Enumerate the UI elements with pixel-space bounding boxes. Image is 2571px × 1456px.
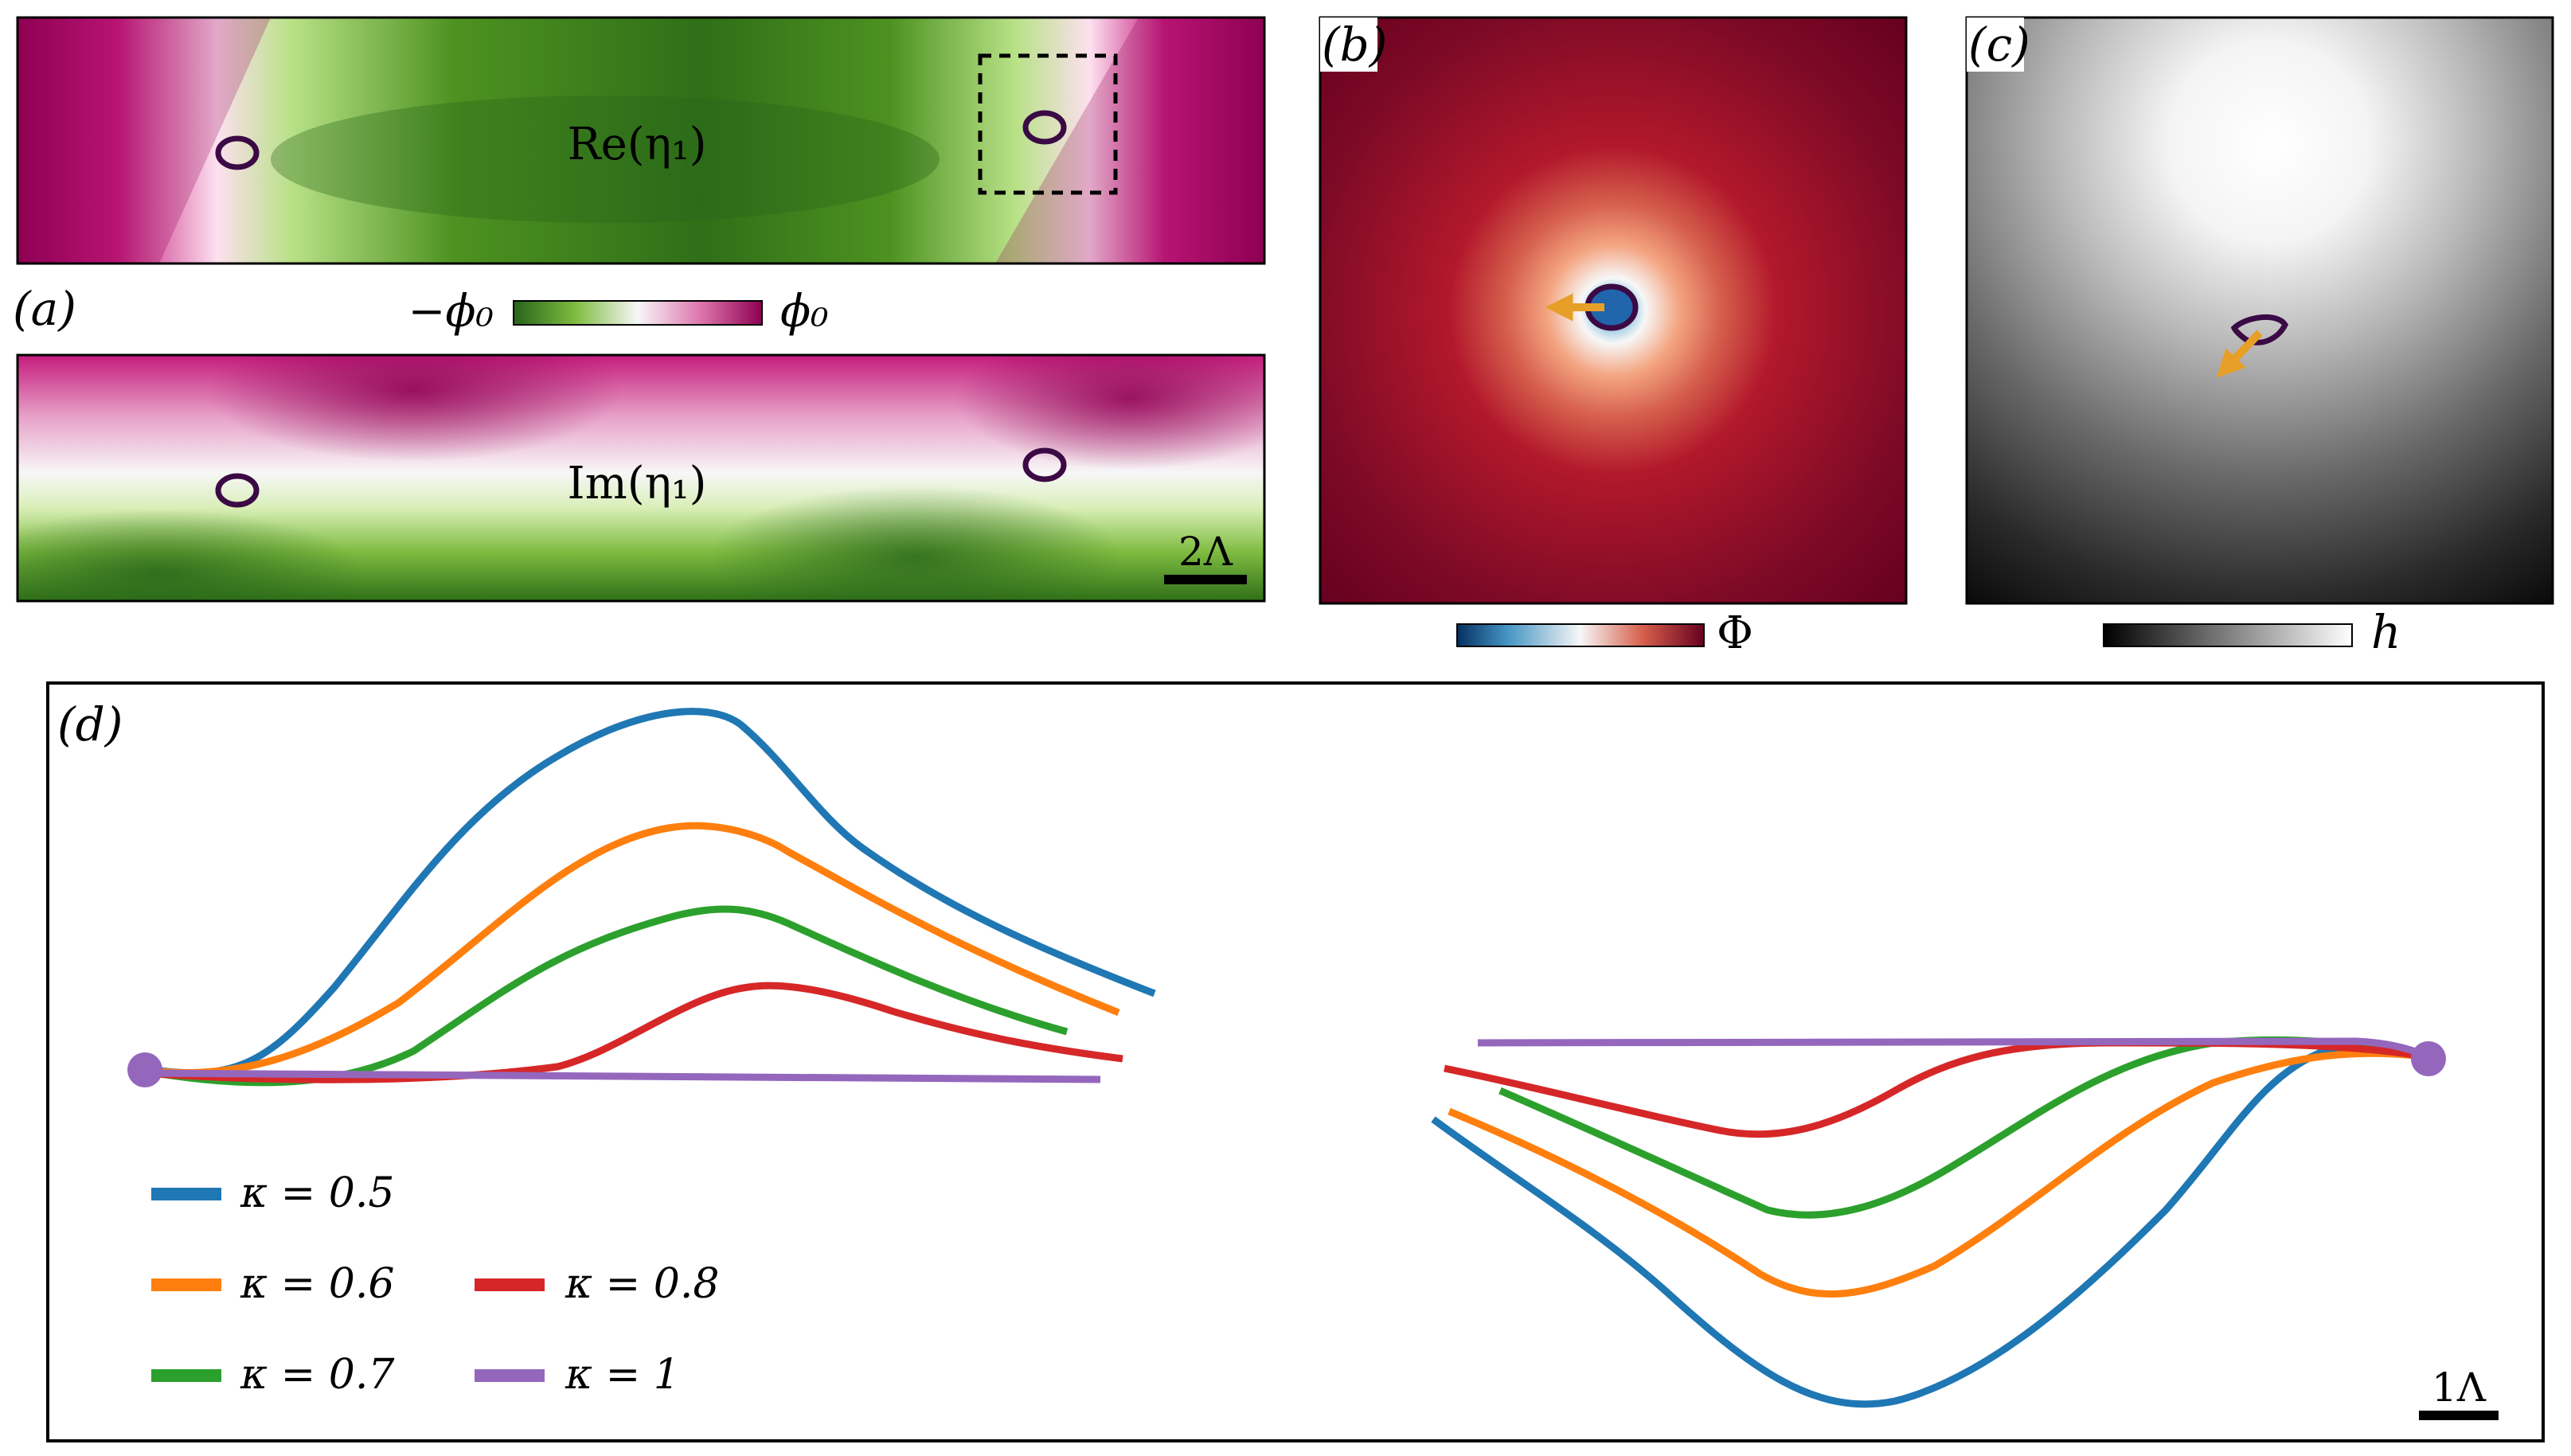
phi-frame <box>1319 16 1908 605</box>
trajectory-kappa-1-left <box>144 1069 1101 1083</box>
scale-bar-d-label: 1Λ <box>2432 1364 2487 1411</box>
scale-bar-a <box>1164 575 1247 584</box>
phi-colorbar-label: Φ <box>1717 607 1753 659</box>
panel-b-label: (b) <box>1322 18 1387 72</box>
legend-label: κ = 0.5 <box>240 1169 394 1217</box>
panel-d-label: (d) <box>57 697 123 751</box>
legend-label: κ = 0.7 <box>240 1351 395 1399</box>
panel-b-label-bg <box>1320 18 1377 72</box>
colorbar-min-label: −ϕ₀ <box>408 286 494 338</box>
defect-ring <box>1022 447 1067 482</box>
colorbar-max-label: ϕ₀ <box>780 286 829 338</box>
defect-ring <box>215 135 260 170</box>
panel-c-label: (c) <box>1968 18 2030 72</box>
legend-label: κ = 0.8 <box>565 1260 719 1308</box>
start-marker-right <box>2411 1041 2446 1076</box>
panel-d: (d) κ = 0.5 κ = 0.6 κ = 0.7 κ = 0.8 κ = … <box>46 681 2545 1442</box>
scale-bar-d <box>2419 1411 2499 1420</box>
panel-a: Re(η₁) (a) −ϕ₀ ϕ₀ Im(η₁) 2Λ <box>13 16 1266 603</box>
panel-c-label-bg <box>1967 18 2024 72</box>
grey-colorbar <box>2103 623 2353 647</box>
trajectory-kappa-0-8-left <box>144 982 1123 1083</box>
start-marker-left <box>127 1052 162 1087</box>
h-field <box>1967 18 2553 603</box>
scale-bar-a-label: 2Λ <box>1178 529 1233 575</box>
panel-b: (b) Φ <box>1319 16 1908 659</box>
defect-ring <box>1022 110 1067 145</box>
h-frame <box>1965 16 2554 605</box>
re-eta-frame <box>16 16 1266 265</box>
velocity-arrow <box>2216 330 2263 378</box>
rdbu-colorbar <box>1456 623 1705 647</box>
trajectory-kappa-1-right <box>1477 1037 2431 1061</box>
im-eta-label: Im(η₁) <box>568 458 707 509</box>
defect-ring <box>2230 314 2289 345</box>
im-eta-frame <box>16 353 1266 603</box>
trajectory-kappa-0-6-left <box>144 822 1120 1077</box>
piyg-colorbar <box>513 300 763 326</box>
trajectory-kappa-0-6-right <box>1448 1049 2429 1298</box>
h-colorbar-label: h <box>2371 605 2401 659</box>
im-eta-map <box>18 355 1264 601</box>
trajectory-kappa-0-5-left <box>144 708 1156 1077</box>
zoom-box <box>978 53 1118 195</box>
legend-label: κ = 1 <box>565 1351 680 1399</box>
trajectory-kappa-0-8-right <box>1444 1039 2429 1138</box>
panel-a-label: (a) <box>13 282 76 336</box>
panel-d-frame <box>46 681 2545 1442</box>
legend: κ = 0.5 κ = 0.6 κ = 0.7 κ = 0.8 κ = 1 <box>151 1169 719 1399</box>
panel-c: (c) h <box>1965 16 2554 659</box>
legend-label: κ = 0.6 <box>240 1260 394 1308</box>
re-eta-label: Re(η₁) <box>568 119 707 170</box>
defect-ring <box>215 473 260 508</box>
